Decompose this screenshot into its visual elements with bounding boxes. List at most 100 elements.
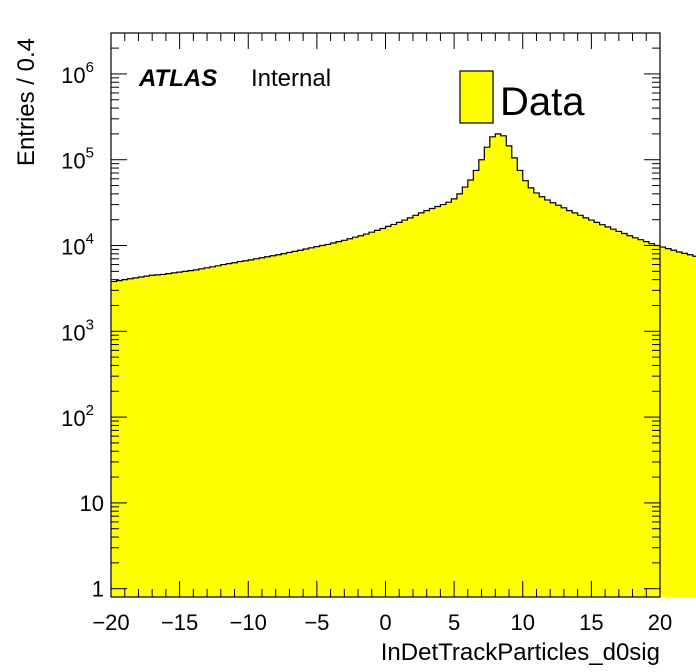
y-tick-label: 103	[61, 316, 94, 345]
histogram-bar	[467, 180, 474, 597]
histogram-bar	[198, 268, 205, 597]
histogram-bar	[111, 281, 117, 597]
x-axis-title: InDetTrackParticles_d0sig	[381, 639, 660, 666]
histogram-bar	[451, 198, 458, 598]
histogram-bar	[621, 233, 628, 597]
histogram-bar	[539, 196, 546, 597]
histogram-bar	[132, 277, 139, 597]
histogram-bar	[484, 147, 491, 597]
axis-ticks	[110, 32, 661, 597]
histogram-bar	[687, 254, 694, 597]
histogram-bar	[473, 170, 480, 598]
histogram-bar	[314, 246, 321, 597]
histogram-bar	[681, 253, 688, 597]
histogram-bar	[423, 210, 430, 597]
histogram-bar	[610, 229, 617, 598]
y-tick-base: 10	[61, 63, 85, 88]
histogram-bar	[253, 258, 260, 597]
histogram-bar	[670, 250, 677, 597]
histogram-bar	[429, 208, 436, 598]
x-tick-label: −20	[92, 610, 129, 635]
x-tick-label: 15	[579, 610, 603, 635]
histogram-bar	[401, 220, 408, 597]
histogram-bar	[462, 187, 469, 597]
histogram-bar	[292, 251, 299, 597]
histogram-bar	[440, 204, 447, 597]
x-tick-label: 5	[448, 610, 460, 635]
histogram-bar	[143, 276, 150, 597]
histogram-bar	[412, 215, 419, 597]
histogram-bar	[445, 202, 452, 597]
legend: Data	[459, 70, 585, 124]
internal-label: Internal	[251, 65, 331, 92]
histogram-bar	[594, 222, 601, 597]
y-tick-label: 106	[61, 59, 94, 88]
histogram-bar	[237, 261, 244, 597]
histogram-bar	[407, 217, 414, 597]
histogram-bar	[160, 274, 167, 597]
histogram-bar	[583, 217, 590, 597]
histogram-bar	[605, 226, 611, 597]
histogram-bar	[616, 231, 622, 597]
histogram-outline	[111, 133, 696, 283]
histogram-bar	[149, 275, 156, 597]
histogram-bar	[478, 159, 485, 597]
y-tick-base: 10	[61, 320, 85, 345]
histogram-bar	[176, 272, 183, 597]
histogram-bar	[692, 256, 696, 597]
histogram-bar	[643, 241, 650, 598]
histogram-bar	[599, 224, 606, 598]
histogram-bar	[385, 226, 392, 597]
y-tick-label: 102	[61, 402, 94, 431]
histogram-bar	[303, 249, 310, 597]
histogram-bar	[632, 237, 639, 597]
histogram-bar	[347, 238, 353, 597]
y-tick-base: 10	[61, 406, 85, 431]
x-tick-label: 20	[648, 610, 672, 635]
histogram-bar	[319, 245, 326, 597]
histogram-bar	[456, 193, 463, 597]
histogram-bar	[308, 247, 315, 597]
histogram-bar	[204, 267, 211, 597]
histogram-bar	[638, 239, 644, 597]
histogram-bar	[171, 272, 178, 597]
histogram-bar	[127, 278, 134, 597]
histogram-bar	[352, 237, 359, 597]
histogram-bar	[561, 207, 568, 597]
histogram-bar	[649, 243, 655, 597]
histogram-bar	[286, 252, 293, 598]
histogram-bar	[390, 224, 397, 597]
y-tick-label: 10	[80, 491, 104, 516]
x-tick-label: −10	[230, 610, 267, 635]
histogram-bar	[517, 170, 524, 598]
histogram-bar	[511, 157, 518, 597]
histogram-bar	[418, 212, 425, 598]
y-tick-exponent: 6	[86, 59, 94, 76]
atlas-label: ATLAS	[138, 65, 217, 92]
histogram-bars	[111, 133, 696, 598]
y-tick-label: 105	[61, 145, 94, 174]
histogram-bar	[259, 257, 266, 597]
histogram-bar	[270, 255, 277, 597]
legend-label-data: Data	[500, 80, 585, 124]
histogram-bar	[676, 252, 683, 598]
histogram-bar	[220, 264, 227, 597]
y-axis-title: Entries / 0.4	[13, 38, 40, 166]
y-tick-exponent: 3	[86, 316, 94, 333]
y-tick-label: 1	[92, 577, 104, 602]
y-tick-label: 104	[61, 231, 94, 260]
histogram-bar	[489, 136, 496, 597]
histogram-bar	[226, 263, 233, 597]
histogram-bar	[281, 253, 288, 597]
histogram-bar	[566, 210, 573, 597]
histogram-bar	[660, 247, 666, 597]
histogram-bar	[325, 244, 331, 597]
x-tick-label: 10	[511, 610, 535, 635]
y-tick-base: 10	[61, 235, 85, 260]
histogram-bar	[627, 235, 633, 598]
histogram-bar	[209, 266, 216, 597]
histogram-bar	[528, 187, 535, 598]
histogram-bar	[550, 202, 557, 597]
